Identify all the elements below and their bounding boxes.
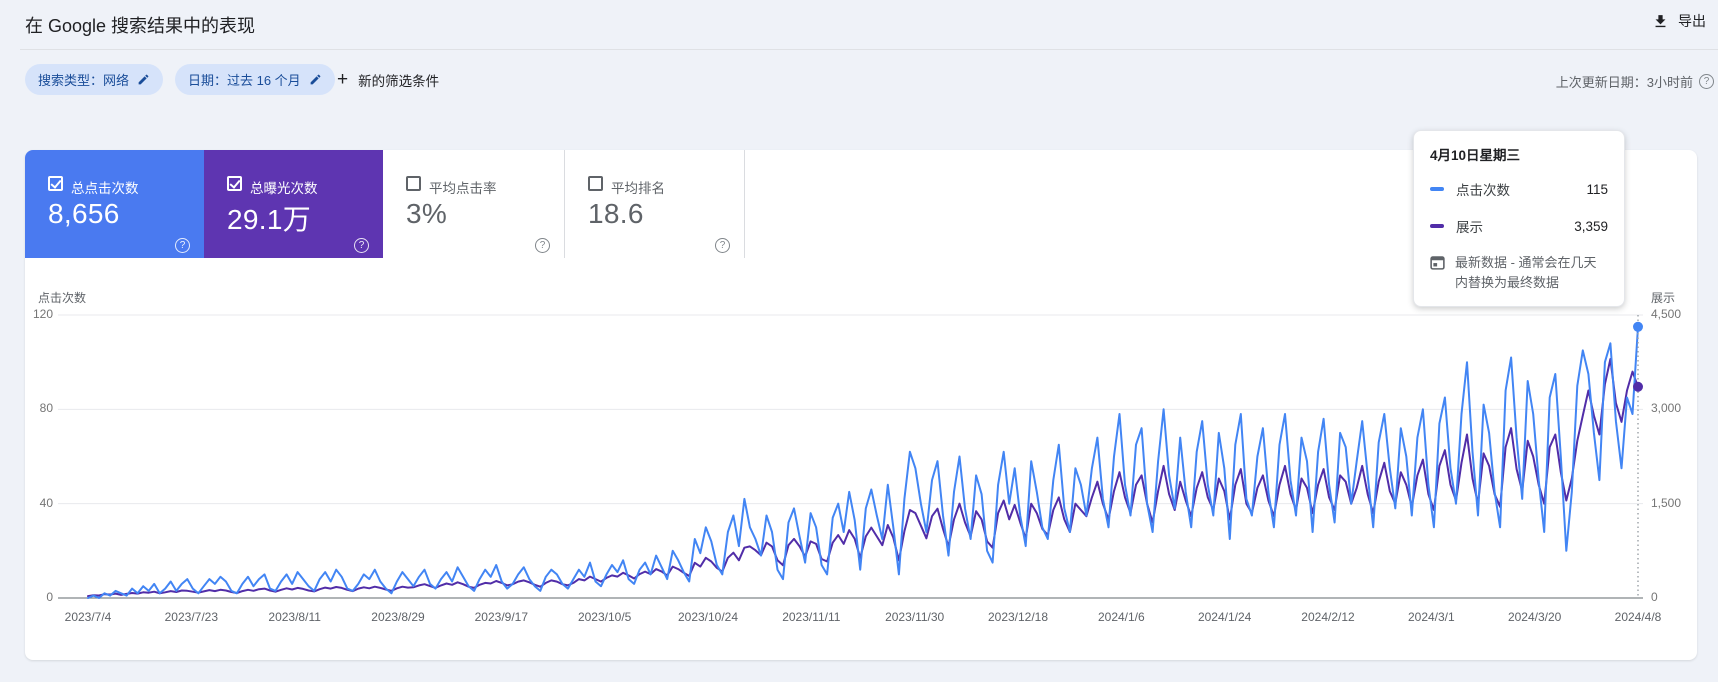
metric-label: 总曝光次数 xyxy=(250,181,318,196)
tooltip-impressions-value: 3,359 xyxy=(1574,218,1608,234)
metric-card-total-clicks[interactable]: 总点击次数 8,656 ? xyxy=(25,150,204,258)
metric-value: 18.6 xyxy=(588,198,644,229)
left-axis-title: 点击次数 xyxy=(38,291,87,305)
left-tick-label: 0 xyxy=(46,590,53,604)
metric-card-total-impressions[interactable]: 总曝光次数 29.1万 ? xyxy=(204,150,383,258)
metric-value: 8,656 xyxy=(48,198,120,229)
tooltip-note: 最新数据 - 通常会在几天内替换为最终数据 xyxy=(1430,253,1608,292)
tooltip-note-text: 最新数据 - 通常会在几天内替换为最终数据 xyxy=(1455,255,1597,290)
top-bar: 在 Google 搜索结果中的表现 导出 xyxy=(0,0,1718,49)
export-label: 导出 xyxy=(1678,13,1706,29)
search-type-chip[interactable]: 搜索类型：网络 xyxy=(25,64,164,95)
help-icon[interactable]: ? xyxy=(1699,74,1714,89)
date-range-chip-label: 日期：过去 16 个月 xyxy=(188,73,301,88)
new-filter-button[interactable]: + 新的筛选条件 xyxy=(337,64,439,95)
left-tick-label: 40 xyxy=(39,495,53,510)
x-tick-label: 2023/8/29 xyxy=(371,610,425,624)
checkbox-unchecked-icon[interactable] xyxy=(588,176,603,191)
x-tick-label: 2023/10/24 xyxy=(677,610,739,624)
x-tick-label: 2023/7/23 xyxy=(164,610,219,624)
export-button[interactable]: 导出 xyxy=(1652,11,1706,31)
checkbox-checked-icon[interactable] xyxy=(227,176,242,191)
clicks-hover-dot xyxy=(1633,321,1643,332)
x-tick-label: 2023/9/17 xyxy=(474,610,529,624)
chart-tooltip: 4月10日星期三 点击次数 115 展示 3,359 最新数据 - 通常会在几天… xyxy=(1413,130,1625,307)
x-tick-label: 2024/3/1 xyxy=(1407,610,1455,624)
checkbox-unchecked-icon[interactable] xyxy=(406,176,421,191)
tooltip-date: 4月10日星期三 xyxy=(1430,148,1521,163)
x-tick-label: 2023/10/5 xyxy=(577,610,632,624)
last-updated-text: 上次更新日期：3小时前 xyxy=(1555,75,1693,90)
help-icon[interactable]: ? xyxy=(354,238,369,253)
page-title: 在 Google 搜索结果中的表现 xyxy=(25,16,256,36)
tooltip-impressions-row: 展示 3,359 xyxy=(1430,216,1608,236)
x-tick-label: 2023/8/11 xyxy=(268,610,321,624)
right-axis-title: 展示 xyxy=(1651,291,1676,305)
metric-label: 平均点击率 xyxy=(429,181,497,196)
chart-canvas[interactable] xyxy=(25,150,1697,660)
x-tick-label: 2024/4/8 xyxy=(1614,610,1662,624)
tooltip-clicks-label: 点击次数 xyxy=(1456,183,1510,198)
tooltip-clicks-row: 点击次数 115 xyxy=(1430,179,1608,199)
metric-label: 总点击次数 xyxy=(71,181,139,196)
x-tick-label: 2023/7/4 xyxy=(64,610,112,624)
tooltip-impressions-label: 展示 xyxy=(1456,220,1483,235)
left-tick-label: 120 xyxy=(32,307,53,321)
performance-chart[interactable]: 点击次数 展示 120 80 40 0 4,500 3,000 1,500 0 2023/7… xyxy=(25,150,1697,660)
download-icon xyxy=(1652,13,1669,30)
x-tick-label: 2023/11/30 xyxy=(885,610,945,624)
metric-card-average-ctr[interactable]: 平均点击率 3% ? xyxy=(383,150,565,258)
new-filter-label: 新的筛选条件 xyxy=(358,73,440,89)
left-tick-label: 80 xyxy=(39,401,53,416)
calendar-icon xyxy=(1430,253,1445,292)
x-tick-label: 2023/12/18 xyxy=(987,610,1049,624)
header-divider xyxy=(20,49,1718,50)
impressions-series-swatch xyxy=(1430,224,1444,228)
x-tick-label: 2024/3/20 xyxy=(1507,610,1562,624)
clicks-series-swatch xyxy=(1430,187,1444,191)
last-updated: 上次更新日期：3小时前 ? xyxy=(1556,72,1714,91)
date-range-chip[interactable]: 日期：过去 16 个月 xyxy=(175,64,335,95)
help-icon[interactable]: ? xyxy=(175,238,190,253)
checkbox-checked-icon[interactable] xyxy=(48,176,63,191)
impressions-hover-dot xyxy=(1633,381,1643,392)
right-tick-label: 1,500 xyxy=(1651,495,1682,510)
metric-value: 29.1万 xyxy=(227,204,311,235)
x-tick-label: 2023/11/11 xyxy=(782,610,841,624)
help-icon[interactable]: ? xyxy=(535,238,550,253)
tooltip-clicks-value: 115 xyxy=(1586,181,1608,197)
edit-pencil-icon[interactable] xyxy=(309,73,322,86)
x-tick-label: 2024/1/24 xyxy=(1197,610,1252,624)
right-tick-label: 3,000 xyxy=(1651,401,1682,416)
help-icon[interactable]: ? xyxy=(715,238,730,253)
edit-pencil-icon[interactable] xyxy=(137,73,150,86)
metric-label: 平均排名 xyxy=(611,181,665,196)
metric-value: 3% xyxy=(406,198,448,229)
x-tick-label: 2024/1/6 xyxy=(1097,610,1145,624)
search-type-chip-label: 搜索类型：网络 xyxy=(38,73,130,88)
right-tick-label: 4,500 xyxy=(1651,307,1682,321)
plus-icon: + xyxy=(337,69,349,90)
x-tick-label: 2024/2/12 xyxy=(1301,610,1355,624)
metric-card-average-position[interactable]: 平均排名 18.6 ? xyxy=(565,150,745,258)
right-tick-label: 0 xyxy=(1651,590,1658,604)
